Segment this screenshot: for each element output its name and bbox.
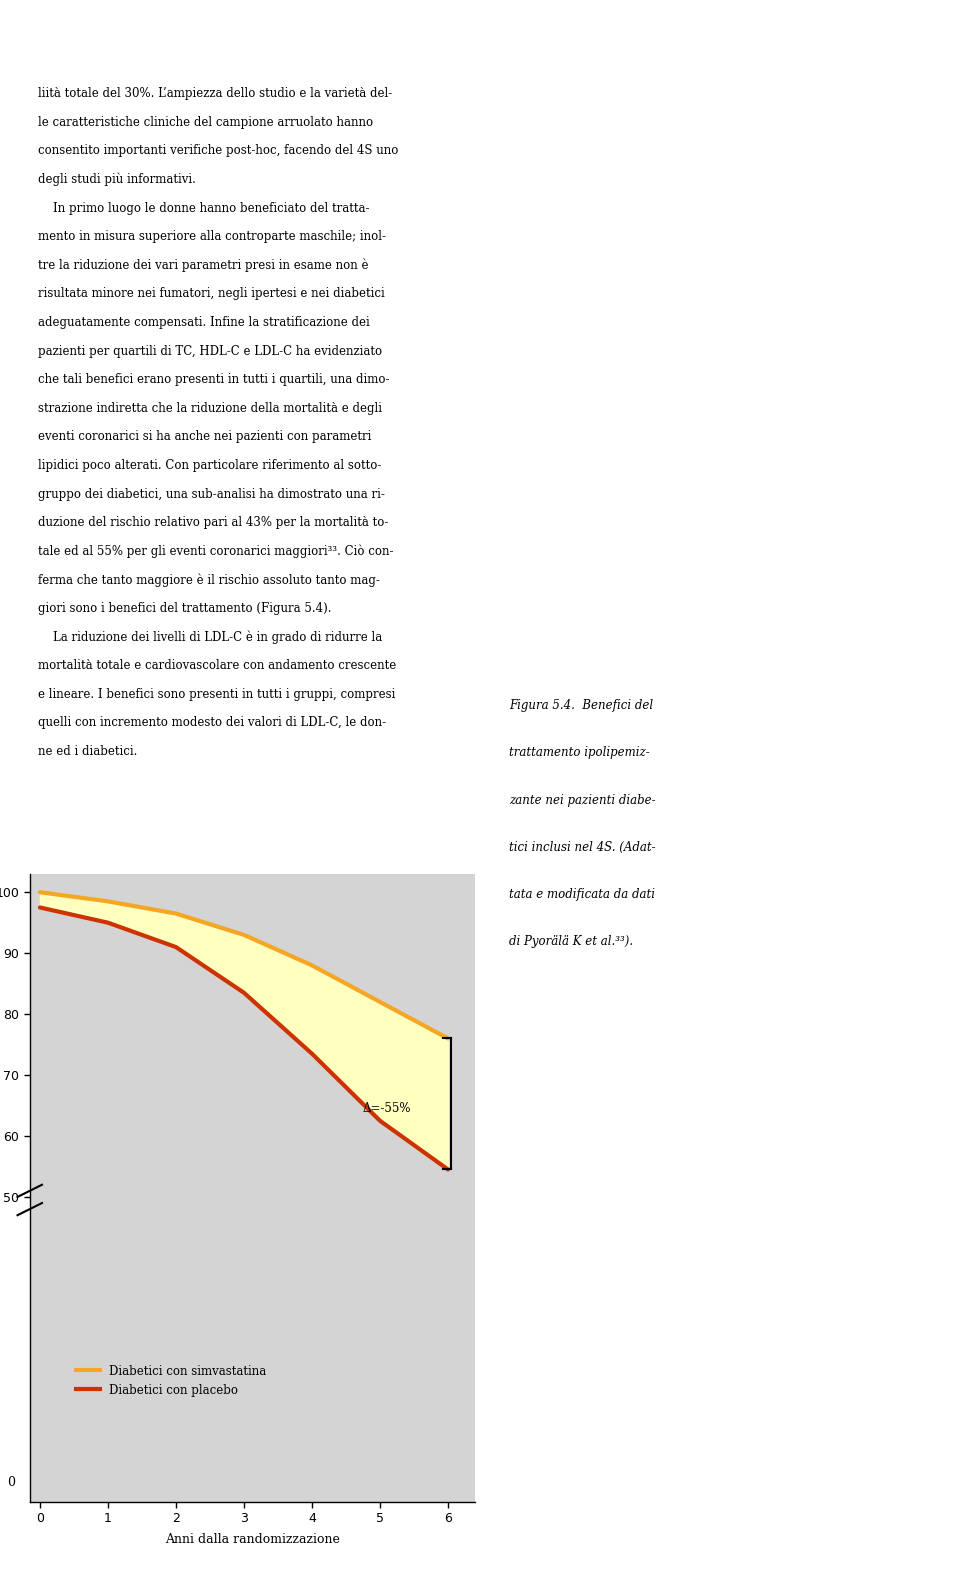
Legend: Diabetici con simvastatina, Diabetici con placebo: Diabetici con simvastatina, Diabetici co…: [71, 1360, 271, 1401]
Text: consentito importanti verifiche post-hoc, facendo del 4S uno: consentito importanti verifiche post-hoc…: [38, 145, 398, 157]
X-axis label: Anni dalla randomizzazione: Anni dalla randomizzazione: [165, 1533, 340, 1546]
Text: ferma che tanto maggiore è il rischio assoluto tanto mag-: ferma che tanto maggiore è il rischio as…: [38, 574, 380, 586]
Text: giori sono i benefici del trattamento (Figura 5.4).: giori sono i benefici del trattamento (F…: [38, 602, 332, 615]
Text: ne ed i diabetici.: ne ed i diabetici.: [38, 745, 138, 758]
Text: che tali benefici erano presenti in tutti i quartili, una dimo-: che tali benefici erano presenti in tutt…: [38, 373, 390, 386]
Text: e lineare. I benefici sono presenti in tutti i gruppi, compresi: e lineare. I benefici sono presenti in t…: [38, 688, 396, 701]
Text: tata e modificata da dati: tata e modificata da dati: [509, 888, 655, 901]
Text: La riduzione dei livelli di LDL-C è in grado di ridurre la: La riduzione dei livelli di LDL-C è in g…: [38, 631, 383, 644]
Text: 0: 0: [7, 1476, 14, 1489]
Text: le caratteristiche cliniche del campione arruolato hanno: le caratteristiche cliniche del campione…: [38, 116, 373, 129]
Text: 5.  Trattamento delle dislipidemie: 5. Trattamento delle dislipidemie: [701, 29, 939, 41]
Text: tre la riduzione dei vari parametri presi in esame non è: tre la riduzione dei vari parametri pres…: [38, 259, 369, 272]
Text: tale ed al 55% per gli eventi coronarici maggiori³³. Ciò con-: tale ed al 55% per gli eventi coronarici…: [38, 545, 394, 558]
Text: lipidici poco alterati. Con particolare riferimento al sotto-: lipidici poco alterati. Con particolare …: [38, 459, 382, 472]
Text: mortalità totale e cardiovascolare con andamento crescente: mortalità totale e cardiovascolare con a…: [38, 659, 396, 672]
Text: Δ=-55%: Δ=-55%: [363, 1103, 411, 1115]
Text: eventi coronarici si ha anche nei pazienti con parametri: eventi coronarici si ha anche nei pazien…: [38, 431, 372, 443]
Text: degli studi più informativi.: degli studi più informativi.: [38, 173, 196, 186]
Text: quelli con incremento modesto dei valori di LDL-C, le don-: quelli con incremento modesto dei valori…: [38, 717, 387, 729]
Text: 159: 159: [812, 1530, 858, 1552]
Text: zante nei pazienti diabe-: zante nei pazienti diabe-: [509, 793, 656, 807]
Text: risultata minore nei fumatori, negli ipertesi e nei diabetici: risultata minore nei fumatori, negli ipe…: [38, 288, 385, 300]
Text: In primo luogo le donne hanno beneficiato del tratta-: In primo luogo le donne hanno beneficiat…: [38, 202, 370, 215]
Text: liità totale del 30%. L’ampiezza dello studio e la varietà del-: liità totale del 30%. L’ampiezza dello s…: [38, 87, 393, 100]
Text: strazione indiretta che la riduzione della mortalità e degli: strazione indiretta che la riduzione del…: [38, 402, 382, 415]
Text: pazienti per quartili di TC, HDL-C e LDL-C ha evidenziato: pazienti per quartili di TC, HDL-C e LDL…: [38, 345, 382, 358]
Text: di Pyorälä K et al.³³).: di Pyorälä K et al.³³).: [509, 934, 633, 949]
Text: mento in misura superiore alla controparte maschile; inol-: mento in misura superiore alla contropar…: [38, 230, 386, 243]
Text: trattamento ipolipemiz-: trattamento ipolipemiz-: [509, 747, 650, 760]
Text: gruppo dei diabetici, una sub-analisi ha dimostrato una ri-: gruppo dei diabetici, una sub-analisi ha…: [38, 488, 385, 501]
Text: duzione del rischio relativo pari al 43% per la mortalità to-: duzione del rischio relativo pari al 43%…: [38, 516, 389, 529]
Text: adeguatamente compensati. Infine la stratificazione dei: adeguatamente compensati. Infine la stra…: [38, 316, 371, 329]
Text: tici inclusi nel 4S. (Adat-: tici inclusi nel 4S. (Adat-: [509, 841, 656, 853]
Text: Figura 5.4.  Benefici del: Figura 5.4. Benefici del: [509, 699, 653, 712]
